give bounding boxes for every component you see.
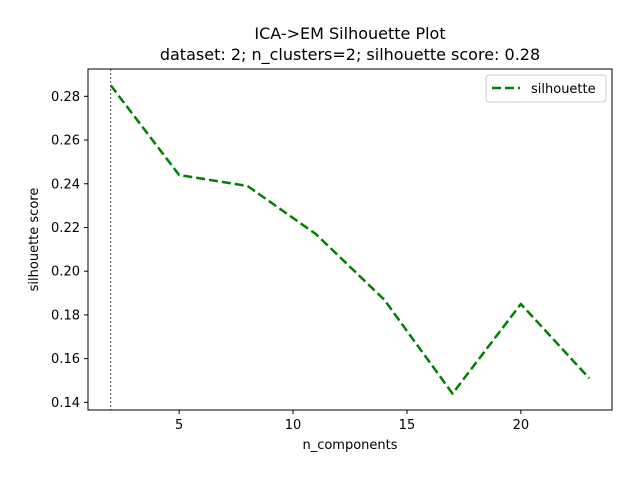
series-line-silhouette (109, 84, 591, 395)
y-tick-label: 0.20 (51, 265, 80, 280)
x-tick-label: 10 (285, 418, 302, 433)
y-tick-label: 0.22 (51, 221, 80, 236)
y-tick-label: 0.28 (51, 90, 80, 105)
y-tick-label: 0.18 (51, 308, 80, 323)
y-tick-label: 0.24 (51, 177, 80, 192)
y-tick-label: 0.14 (51, 396, 80, 411)
chart-subtitle: dataset: 2; n_clusters=2; silhouette sco… (160, 45, 540, 65)
legend-box (485, 74, 607, 103)
y-axis-label: silhouette score (27, 188, 42, 292)
x-axis: 5 10 15 20 (175, 410, 529, 433)
x-tick-label: 15 (399, 418, 416, 433)
axes-frame (87, 68, 613, 411)
y-axis: 0.14 0.16 0.18 0.20 0.22 0.24 0.26 0.28 (51, 90, 88, 411)
legend-label: silhouette (531, 82, 596, 97)
y-tick-label: 0.26 (51, 134, 80, 149)
plot-area (87, 68, 613, 411)
y-tick-label: 0.16 (51, 352, 80, 367)
legend: silhouette (485, 74, 607, 103)
chart-title: ICA->EM Silhouette Plot (254, 24, 445, 43)
x-tick-label: 5 (175, 418, 183, 433)
x-axis-label: n_components (302, 438, 397, 453)
x-tick-label: 20 (513, 418, 530, 433)
